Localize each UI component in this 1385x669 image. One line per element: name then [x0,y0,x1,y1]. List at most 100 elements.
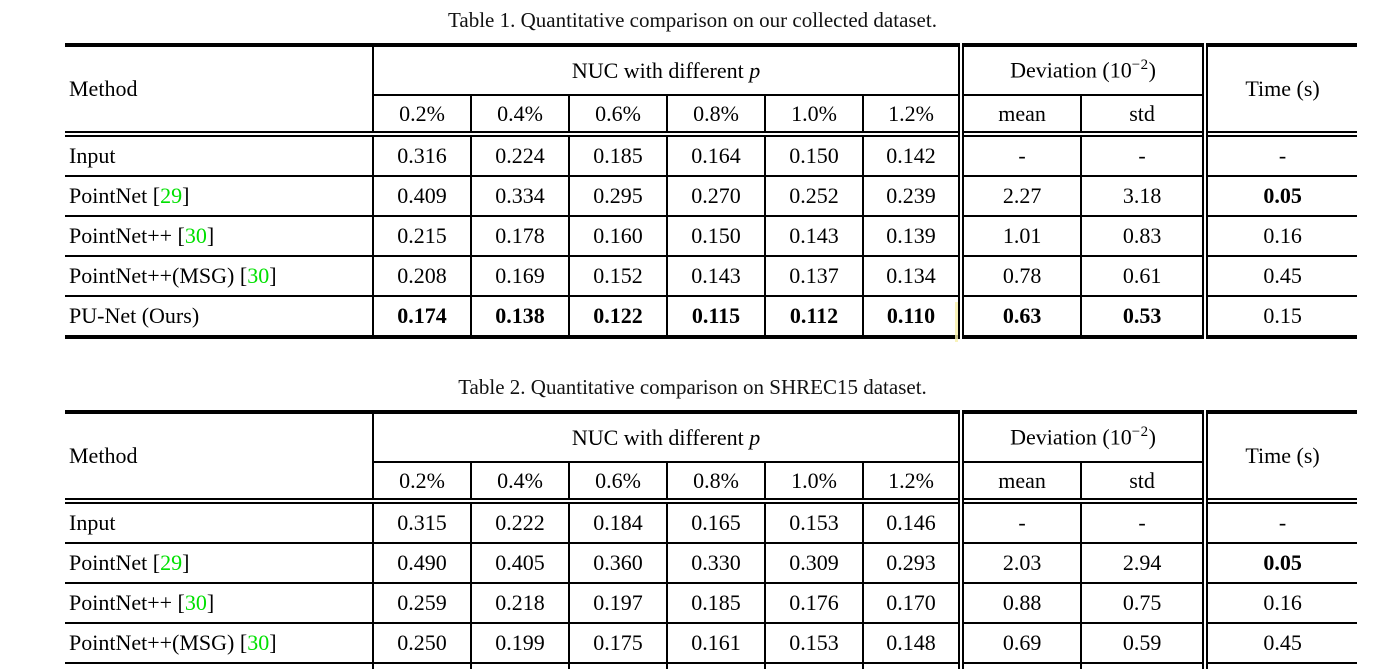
time-value-cell: 0.45 [1202,622,1358,663]
method-cell: Input [65,498,373,543]
std-value-cell: 2.94 [1080,542,1206,583]
nuc-percent-header: 1.2% [861,95,962,134]
nuc-value-cell: 0.295 [568,175,667,216]
deviation-std-header: std [1080,95,1206,134]
nuc-value-cell: 0.173 [470,662,569,669]
nuc-value-cell: 0.161 [666,622,765,663]
nuc-value-cell: 0.174 [372,295,471,337]
table-1-caption: Table 1. Quantitative comparison on our … [448,8,937,32]
nuc-value-cell: 0.150 [764,131,863,176]
nuc-value-cell: 0.239 [861,175,962,216]
mean-value-cell: 0.88 [958,582,1082,623]
deviation-exponent: −2 [1131,424,1149,441]
deviation-group-header: Deviation (10−2) [958,45,1206,96]
nuc-value-cell: 0.259 [372,582,471,623]
nuc-value-cell: 0.175 [568,622,667,663]
mean-value-cell: 1.01 [958,215,1082,256]
nuc-value-cell: 0.218 [470,582,569,623]
deviation-label-suffix: ) [1148,57,1156,83]
nuc-value-cell: 0.164 [666,131,765,176]
method-cell: PointNet++ [30] [65,582,373,623]
time-column-header: Time (s) [1202,412,1358,501]
nuc-value-cell: 0.153 [764,498,863,543]
nuc-value-cell: 0.315 [372,498,471,543]
citation-number: 29 [160,550,183,575]
time-value-cell: 0.15 [1202,662,1358,669]
nuc-value-cell: 0.142 [861,131,962,176]
nuc-value-cell: 0.309 [764,542,863,583]
deviation-mean-header: mean [958,95,1082,134]
method-cell: PointNet++(MSG) [30] [65,622,373,663]
table-row: PU-Net (Ours)0.2190.1730.1540.1440.1400.… [65,662,1358,669]
time-value-cell: 0.15 [1202,295,1358,337]
nuc-percent-header: 0.2% [372,462,471,501]
nuc-percent-header: 0.4% [470,95,569,134]
std-value-cell: - [1080,131,1206,176]
nuc-percent-header: 0.8% [666,462,765,501]
nuc-value-cell: 0.138 [470,295,569,337]
header-row-groups: Method NUC with different p Deviation (1… [65,412,1358,501]
nuc-value-cell: 0.197 [568,582,667,623]
citation-number: 30 [184,223,207,248]
nuc-value-cell: 0.178 [470,215,569,256]
method-cell: PointNet [29] [65,542,373,583]
deviation-exponent: −2 [1131,57,1149,74]
nuc-value-cell: 0.150 [666,215,765,256]
nuc-value-cell: 0.490 [372,542,471,583]
table-2: Method NUC with different p Deviation (1… [65,410,1358,669]
nuc-value-cell: 0.215 [372,215,471,256]
mean-value-cell: 0.69 [958,622,1082,663]
nuc-value-cell: 0.184 [568,498,667,543]
nuc-value-cell: 0.405 [470,542,569,583]
citation-number: 30 [247,263,270,288]
nuc-value-cell: 0.152 [568,255,667,296]
nuc-value-cell: 0.270 [666,175,765,216]
mean-value-cell: 0.63 [958,295,1082,337]
nuc-value-cell: 0.250 [372,622,471,663]
std-value-cell: 0.83 [1080,215,1206,256]
nuc-value-cell: 0.409 [372,175,471,216]
table-row: PU-Net (Ours) 0.174 0.138 0.122 0.115 0.112 0.… [65,295,1358,337]
deviation-mean-header: mean [958,462,1082,501]
std-value-cell: 0.61 [1080,255,1206,296]
nuc-value-cell: 0.176 [764,582,863,623]
nuc-value-cell: 0.139 [861,215,962,256]
table-1-container: Method NUC with different p Deviation (1… [65,43,1385,339]
nuc-value-cell: 0.146 [861,498,962,543]
table-row: Input 0.316 0.224 0.185 0.164 0.150 0.142- - - [65,131,1358,176]
time-value-cell: 0.16 [1202,215,1358,256]
nuc-value-cell: 0.185 [568,131,667,176]
mean-value-cell: 2.27 [958,175,1082,216]
method-cell: PointNet++ [30] [65,215,373,256]
nuc-value-cell: 0.143 [764,215,863,256]
deviation-label-prefix: Deviation (10 [1010,424,1132,450]
mean-value-cell: 0.52 [958,662,1082,669]
table-1: Method NUC with different p Deviation (1… [65,43,1358,339]
deviation-label-prefix: Deviation (10 [1010,57,1132,83]
citation-number: 30 [247,630,270,655]
nuc-value-cell: 0.208 [372,255,471,296]
nuc-value-cell: 0.360 [568,542,667,583]
nuc-value-cell: 0.185 [666,582,765,623]
nuc-value-cell: 0.199 [470,622,569,663]
std-value-cell: 0.59 [1080,622,1206,663]
nuc-value-cell: 0.293 [861,542,962,583]
nuc-value-cell: 0.110 [861,295,962,337]
std-value-cell: 3.18 [1080,175,1206,216]
nuc-percent-header: 0.6% [568,462,667,501]
nuc-group-label: NUC with different [571,57,750,83]
deviation-group-header: Deviation (10−2) [958,412,1206,463]
time-value-cell: 0.16 [1202,582,1358,623]
method-cell: Input [65,131,373,176]
citation-number: 29 [160,183,183,208]
method-cell: PU-Net (Ours) [65,662,373,669]
table-row: PointNet++(MSG) [30] 0.250 0.199 0.175 0.161… [65,622,1358,663]
nuc-value-cell: 0.222 [470,498,569,543]
header-row-groups: Method NUC with different p Deviation (1… [65,45,1358,134]
nuc-value-cell: 0.169 [470,255,569,296]
time-value-cell: - [1202,131,1358,176]
nuc-percent-header: 0.8% [666,95,765,134]
nuc-percent-header: 0.2% [372,95,471,134]
nuc-value-cell: 0.165 [666,498,765,543]
